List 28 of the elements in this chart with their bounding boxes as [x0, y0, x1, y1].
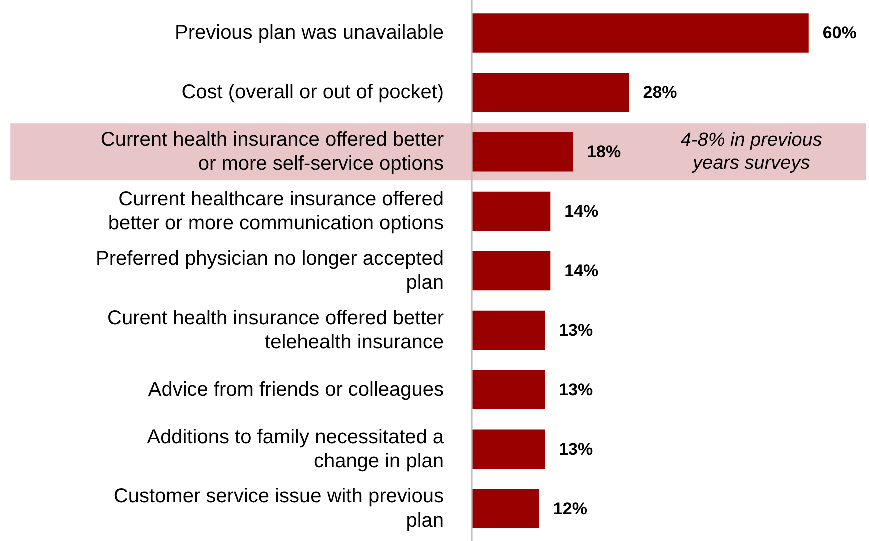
- data-label: 60%: [822, 24, 857, 43]
- bar: [472, 14, 809, 53]
- bar: [472, 251, 551, 291]
- y-tick-label: Cost (overall or out of pocket): [182, 82, 444, 104]
- bar: [472, 73, 630, 112]
- bar: [472, 370, 546, 410]
- data-label: 14%: [564, 202, 599, 222]
- y-tick-label: Preferred physician no longer accepted plan: [96, 248, 444, 294]
- bar: [472, 489, 540, 528]
- data-label: 13%: [559, 380, 594, 400]
- data-label: 14%: [564, 262, 599, 280]
- data-label: 18%: [587, 142, 622, 162]
- bar: [472, 310, 546, 350]
- y-tick-label: Customer service issue with previous plan: [114, 486, 444, 532]
- data-label: 28%: [643, 83, 678, 102]
- y-tick-label: Curent health insurance offered better telehealth insurance: [108, 307, 444, 354]
- bar: [472, 192, 551, 232]
- bar: [472, 132, 574, 172]
- data-label: 12%: [553, 499, 588, 518]
- y-tick-label: Previous plan was unavailable: [175, 22, 444, 44]
- y-tick-label: Advice from friends or colleagues: [148, 378, 444, 401]
- annotation: 4-8% in previous years surveys: [680, 130, 823, 174]
- data-label: 13%: [559, 440, 594, 459]
- bar: [472, 430, 546, 469]
- y-tick-label: Additions to family necessitated a change in plan: [147, 426, 445, 472]
- y-tick-label: Current health insurance offered better or more self-service options: [100, 129, 444, 176]
- data-label: 13%: [559, 320, 594, 340]
- y-tick-label: Current healthcare insurance offered better or more communication options: [108, 188, 444, 235]
